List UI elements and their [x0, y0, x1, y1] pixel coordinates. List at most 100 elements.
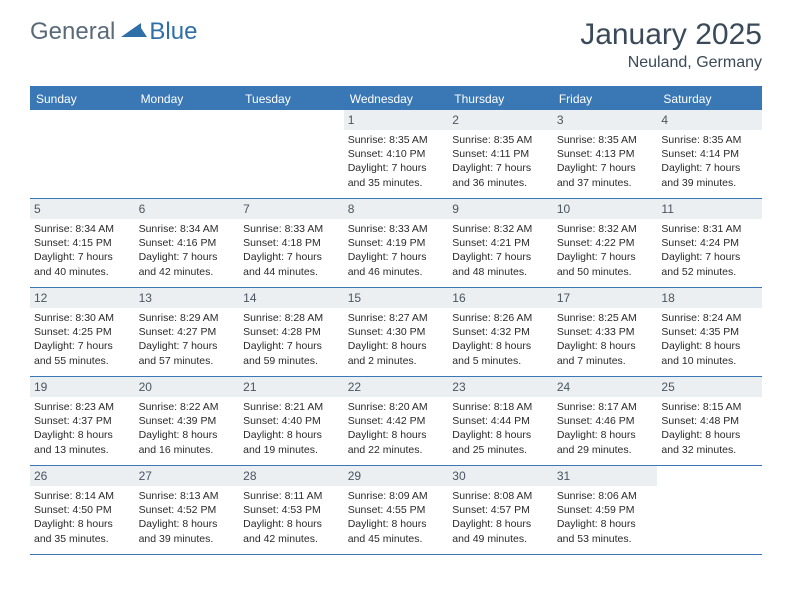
day-cell: 18Sunrise: 8:24 AMSunset: 4:35 PMDayligh… [657, 288, 762, 376]
day-number: 11 [657, 199, 762, 219]
sunset-text: Sunset: 4:50 PM [34, 503, 131, 517]
day-cell: 14Sunrise: 8:28 AMSunset: 4:28 PMDayligh… [239, 288, 344, 376]
sunset-text: Sunset: 4:40 PM [243, 414, 340, 428]
location-label: Neuland, Germany [580, 54, 762, 72]
sunset-text: Sunset: 4:11 PM [452, 147, 549, 161]
logo-triangle-icon [121, 21, 147, 44]
day-cell: 17Sunrise: 8:25 AMSunset: 4:33 PMDayligh… [553, 288, 658, 376]
day-number: 19 [30, 377, 135, 397]
sunset-text: Sunset: 4:44 PM [452, 414, 549, 428]
daylight-text: Daylight: 8 hours and 45 minutes. [348, 517, 445, 545]
sunset-text: Sunset: 4:48 PM [661, 414, 758, 428]
calendar: SundayMondayTuesdayWednesdayThursdayFrid… [30, 86, 762, 555]
title-block: January 2025 Neuland, Germany [580, 18, 762, 72]
day-number: 9 [448, 199, 553, 219]
day-info: Sunrise: 8:22 AMSunset: 4:39 PMDaylight:… [139, 400, 236, 457]
daylight-text: Daylight: 8 hours and 35 minutes. [34, 517, 131, 545]
day-number: 21 [239, 377, 344, 397]
day-number: 30 [448, 466, 553, 486]
day-number: 6 [135, 199, 240, 219]
sunset-text: Sunset: 4:46 PM [557, 414, 654, 428]
logo: General Blue [30, 18, 197, 46]
day-cell: 21 Sunrise: 8:21 AMSunset: 4:40 PMDayligh… [239, 377, 344, 465]
day-number: 31 [553, 466, 658, 486]
day-number: 20 [135, 377, 240, 397]
day-number: 28 [239, 466, 344, 486]
weekday-header: Tuesday [239, 88, 344, 110]
day-info: Sunrise: 8:32 AMSunset: 4:22 PMDaylight:… [557, 222, 654, 279]
day-info: Sunrise: 8:33 AMSunset: 4:18 PMDaylight:… [243, 222, 340, 279]
sunrise-text: Sunrise: 8:25 AM [557, 311, 654, 325]
daylight-text: Daylight: 8 hours and 7 minutes. [557, 339, 654, 367]
daylight-text: Daylight: 7 hours and 36 minutes. [452, 161, 549, 189]
weekday-header: Thursday [448, 88, 553, 110]
page-title: January 2025 [580, 18, 762, 52]
sunset-text: Sunset: 4:18 PM [243, 236, 340, 250]
day-cell: 20 Sunrise: 8:22 AMSunset: 4:39 PMDayligh… [135, 377, 240, 465]
daylight-text: Daylight: 8 hours and 5 minutes. [452, 339, 549, 367]
sunset-text: Sunset: 4:35 PM [661, 325, 758, 339]
day-info: Sunrise: 8:20 AMSunset: 4:42 PMDaylight:… [348, 400, 445, 457]
day-number: 12 [30, 288, 135, 308]
sunrise-text: Sunrise: 8:28 AM [243, 311, 340, 325]
sunrise-text: Sunrise: 8:08 AM [452, 489, 549, 503]
sunrise-text: Sunrise: 8:35 AM [557, 133, 654, 147]
day-number: 15 [344, 288, 449, 308]
sunrise-text: Sunrise: 8:09 AM [348, 489, 445, 503]
daylight-text: Daylight: 7 hours and 40 minutes. [34, 250, 131, 278]
week-row: 26Sunrise: 8:14 AMSunset: 4:50 PMDayligh… [30, 466, 762, 555]
day-cell: 8Sunrise: 8:33 AMSunset: 4:19 PMDaylight… [344, 199, 449, 287]
day-cell [657, 466, 762, 554]
day-cell: 27Sunrise: 8:13 AMSunset: 4:52 PMDayligh… [135, 466, 240, 554]
sunrise-text: Sunrise: 8:35 AM [348, 133, 445, 147]
sunset-text: Sunset: 4:16 PM [139, 236, 236, 250]
sunrise-text: Sunrise: 8:06 AM [557, 489, 654, 503]
day-info: Sunrise: 8:34 AMSunset: 4:15 PMDaylight:… [34, 222, 131, 279]
weeks-container: 1Sunrise: 8:35 AMSunset: 4:10 PMDaylight… [30, 110, 762, 555]
day-cell: 22 Sunrise: 8:20 AMSunset: 4:42 PMDayligh… [344, 377, 449, 465]
day-info: Sunrise: 8:21 AMSunset: 4:40 PMDaylight:… [243, 400, 340, 457]
daylight-text: Daylight: 8 hours and 42 minutes. [243, 517, 340, 545]
day-cell: 13Sunrise: 8:29 AMSunset: 4:27 PMDayligh… [135, 288, 240, 376]
day-number: 25 [657, 377, 762, 397]
sunrise-text: Sunrise: 8:32 AM [452, 222, 549, 236]
weekday-header: Monday [135, 88, 240, 110]
daylight-text: Daylight: 7 hours and 35 minutes. [348, 161, 445, 189]
sunrise-text: Sunrise: 8:22 AM [139, 400, 236, 414]
day-number: 2 [448, 110, 553, 130]
day-number: 26 [30, 466, 135, 486]
day-info: Sunrise: 8:26 AMSunset: 4:32 PMDaylight:… [452, 311, 549, 368]
day-number: 27 [135, 466, 240, 486]
day-number: 24 [553, 377, 658, 397]
day-info: Sunrise: 8:09 AMSunset: 4:55 PMDaylight:… [348, 489, 445, 546]
day-info: Sunrise: 8:17 AMSunset: 4:46 PMDaylight:… [557, 400, 654, 457]
day-cell: 3Sunrise: 8:35 AMSunset: 4:13 PMDaylight… [553, 110, 658, 198]
day-cell [30, 110, 135, 198]
logo-text-general: General [30, 18, 115, 46]
day-info: Sunrise: 8:23 AMSunset: 4:37 PMDaylight:… [34, 400, 131, 457]
day-number: 23 [448, 377, 553, 397]
day-number: 22 [344, 377, 449, 397]
sunset-text: Sunset: 4:27 PM [139, 325, 236, 339]
day-info: Sunrise: 8:11 AMSunset: 4:53 PMDaylight:… [243, 489, 340, 546]
day-cell: 31Sunrise: 8:06 AMSunset: 4:59 PMDayligh… [553, 466, 658, 554]
day-cell: 2Sunrise: 8:35 AMSunset: 4:11 PMDaylight… [448, 110, 553, 198]
daylight-text: Daylight: 8 hours and 19 minutes. [243, 428, 340, 456]
week-row: 12Sunrise: 8:30 AMSunset: 4:25 PMDayligh… [30, 288, 762, 377]
sunset-text: Sunset: 4:55 PM [348, 503, 445, 517]
sunset-text: Sunset: 4:53 PM [243, 503, 340, 517]
sunrise-text: Sunrise: 8:11 AM [243, 489, 340, 503]
day-number: 8 [344, 199, 449, 219]
daylight-text: Daylight: 8 hours and 22 minutes. [348, 428, 445, 456]
sunset-text: Sunset: 4:22 PM [557, 236, 654, 250]
day-number: 10 [553, 199, 658, 219]
daylight-text: Daylight: 7 hours and 37 minutes. [557, 161, 654, 189]
weekday-header: Saturday [657, 88, 762, 110]
sunrise-text: Sunrise: 8:31 AM [661, 222, 758, 236]
sunset-text: Sunset: 4:25 PM [34, 325, 131, 339]
day-cell: 28 Sunrise: 8:11 AMSunset: 4:53 PMDayligh… [239, 466, 344, 554]
day-info: Sunrise: 8:35 AMSunset: 4:13 PMDaylight:… [557, 133, 654, 190]
day-number: 14 [239, 288, 344, 308]
sunrise-text: Sunrise: 8:35 AM [661, 133, 758, 147]
day-number: 1 [344, 110, 449, 130]
